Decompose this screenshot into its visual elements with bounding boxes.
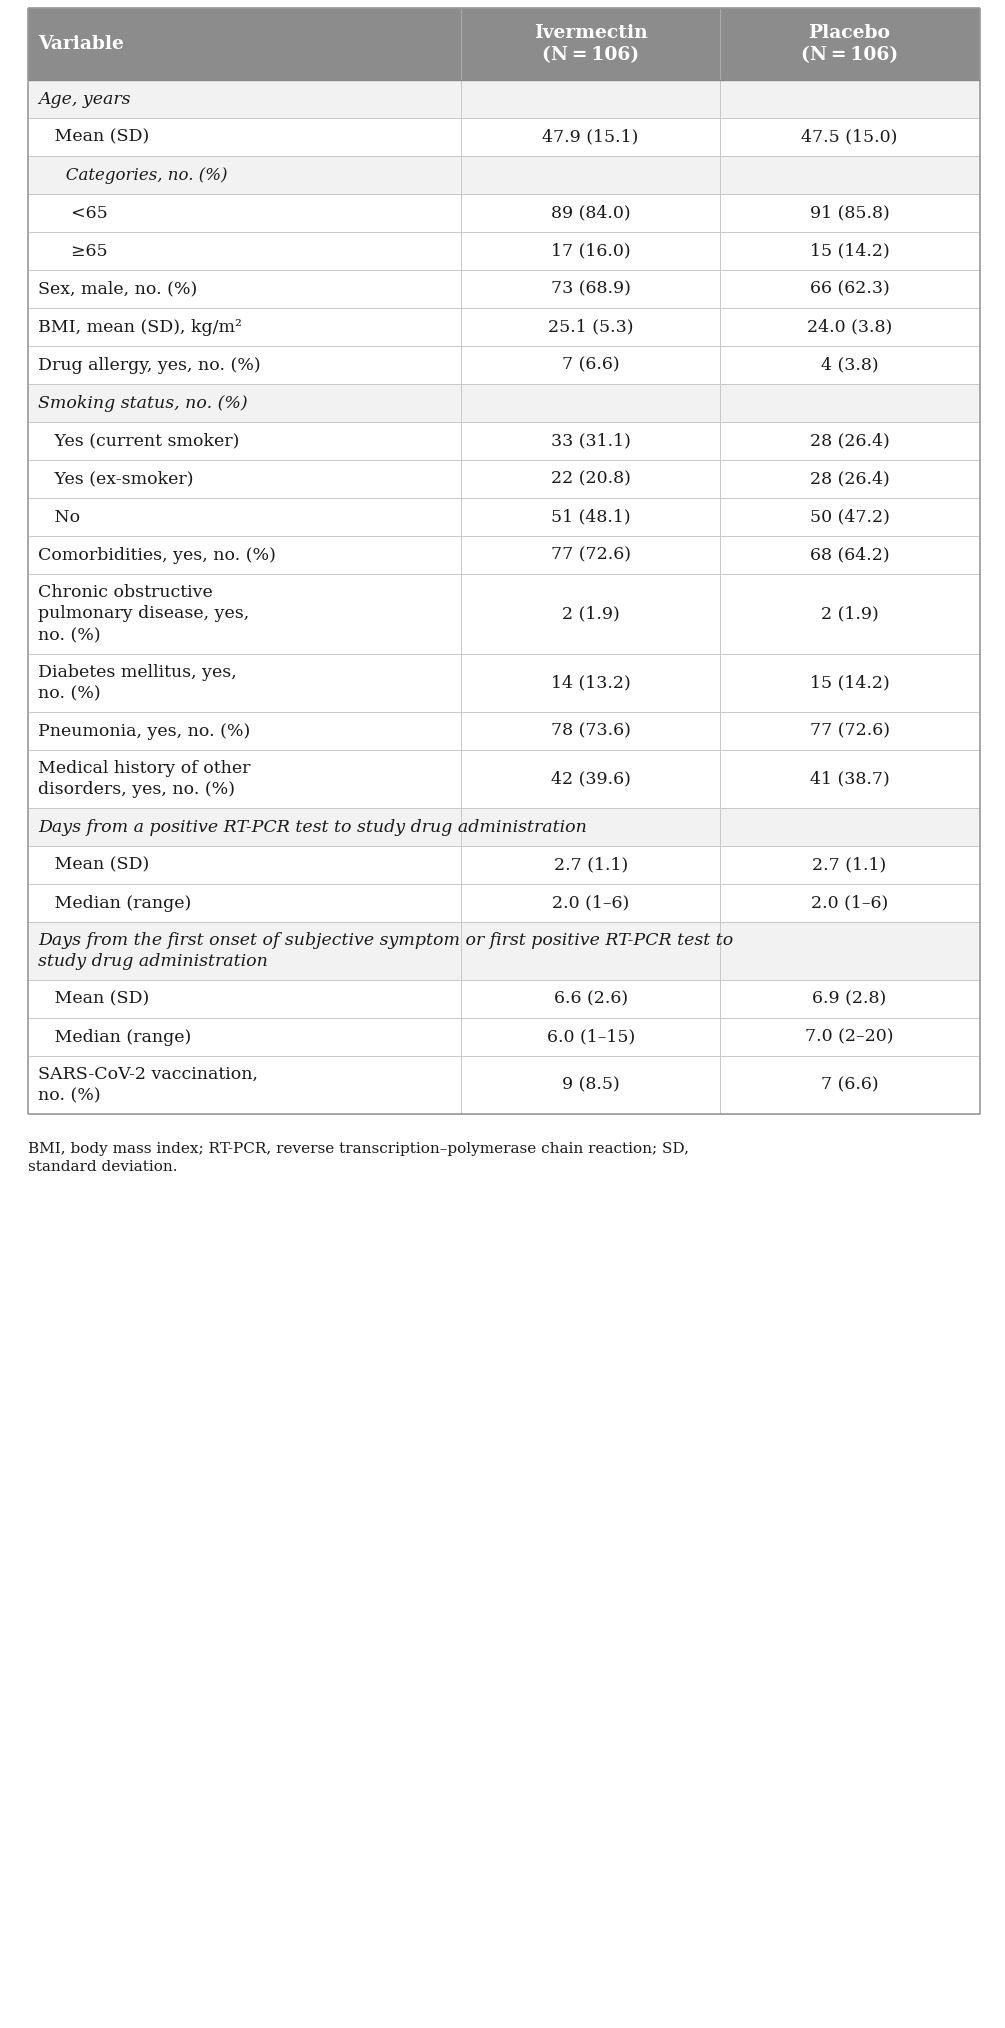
Text: ≥65: ≥65 — [38, 243, 108, 260]
Text: No: No — [38, 509, 80, 525]
Bar — [28, 231, 980, 270]
Text: Placebo
(N = 106): Placebo (N = 106) — [801, 24, 898, 65]
Text: Smoking status, no. (%): Smoking status, no. (%) — [38, 395, 247, 412]
Text: 22 (20.8): 22 (20.8) — [551, 470, 630, 487]
Text: Mean (SD): Mean (SD) — [38, 990, 150, 1008]
Text: 28 (26.4): 28 (26.4) — [810, 432, 889, 450]
Text: 4 (3.8): 4 (3.8) — [821, 357, 878, 373]
Text: 7 (6.6): 7 (6.6) — [562, 357, 619, 373]
Bar — [28, 156, 980, 195]
Bar — [28, 884, 980, 923]
Text: 25.1 (5.3): 25.1 (5.3) — [548, 318, 633, 335]
Text: <65: <65 — [38, 205, 108, 221]
Text: 2.0 (1–6): 2.0 (1–6) — [552, 894, 629, 911]
Text: 6.6 (2.6): 6.6 (2.6) — [554, 990, 628, 1008]
Text: 91 (85.8): 91 (85.8) — [810, 205, 889, 221]
Text: 77 (72.6): 77 (72.6) — [810, 722, 889, 740]
Text: BMI, mean (SD), kg/m²: BMI, mean (SD), kg/m² — [38, 318, 242, 335]
Text: 7.0 (2–20): 7.0 (2–20) — [805, 1028, 893, 1046]
Text: Yes (ex-smoker): Yes (ex-smoker) — [38, 470, 194, 487]
Text: 15 (14.2): 15 (14.2) — [810, 675, 889, 692]
Text: Medical history of other
disorders, yes, no. (%): Medical history of other disorders, yes,… — [38, 760, 250, 799]
Bar — [28, 460, 980, 499]
Text: 89 (84.0): 89 (84.0) — [551, 205, 630, 221]
Text: 7 (6.6): 7 (6.6) — [821, 1077, 878, 1093]
Text: 6.9 (2.8): 6.9 (2.8) — [812, 990, 886, 1008]
Text: Yes (current smoker): Yes (current smoker) — [38, 432, 239, 450]
Text: 33 (31.1): 33 (31.1) — [551, 432, 630, 450]
Bar — [28, 750, 980, 807]
Text: 17 (16.0): 17 (16.0) — [551, 243, 630, 260]
Bar — [28, 1057, 980, 1113]
Text: 77 (72.6): 77 (72.6) — [551, 546, 630, 564]
Text: 78 (73.6): 78 (73.6) — [551, 722, 630, 740]
Text: 68 (64.2): 68 (64.2) — [810, 546, 889, 564]
Bar — [28, 8, 980, 79]
Bar — [28, 347, 980, 383]
Text: BMI, body mass index; RT-PCR, reverse transcription–polymerase chain reaction; S: BMI, body mass index; RT-PCR, reverse tr… — [28, 1142, 689, 1174]
Bar — [28, 535, 980, 574]
Bar — [28, 923, 980, 980]
Text: 14 (13.2): 14 (13.2) — [551, 675, 630, 692]
Text: 42 (39.6): 42 (39.6) — [551, 771, 630, 787]
Text: 47.9 (15.1): 47.9 (15.1) — [543, 128, 639, 146]
Text: 24.0 (3.8): 24.0 (3.8) — [807, 318, 892, 335]
Text: Days from a positive RT-PCR test to study drug administration: Days from a positive RT-PCR test to stud… — [38, 819, 587, 836]
Text: 15 (14.2): 15 (14.2) — [810, 243, 889, 260]
Bar — [28, 499, 980, 535]
Bar — [28, 118, 980, 156]
Bar — [28, 422, 980, 460]
Bar — [28, 270, 980, 308]
Bar — [28, 308, 980, 347]
Bar — [28, 383, 980, 422]
Text: 51 (48.1): 51 (48.1) — [551, 509, 630, 525]
Text: 28 (26.4): 28 (26.4) — [810, 470, 889, 487]
Text: 2 (1.9): 2 (1.9) — [821, 606, 878, 623]
Bar — [28, 980, 980, 1018]
Text: Median (range): Median (range) — [38, 1028, 191, 1046]
Text: Ivermectin
(N = 106): Ivermectin (N = 106) — [534, 24, 647, 65]
Text: 2.0 (1–6): 2.0 (1–6) — [811, 894, 888, 911]
Text: Diabetes mellitus, yes,
no. (%): Diabetes mellitus, yes, no. (%) — [38, 663, 237, 702]
Bar — [28, 712, 980, 750]
Text: SARS-CoV-2 vaccination,
no. (%): SARS-CoV-2 vaccination, no. (%) — [38, 1067, 258, 1105]
Text: Categories, no. (%): Categories, no. (%) — [50, 166, 227, 183]
Text: 41 (38.7): 41 (38.7) — [810, 771, 889, 787]
Text: 47.5 (15.0): 47.5 (15.0) — [801, 128, 897, 146]
Text: 2.7 (1.1): 2.7 (1.1) — [812, 856, 886, 874]
Bar — [28, 807, 980, 846]
Text: 9 (8.5): 9 (8.5) — [562, 1077, 619, 1093]
Bar — [28, 1018, 980, 1057]
Text: 50 (47.2): 50 (47.2) — [810, 509, 889, 525]
Text: Pneumonia, yes, no. (%): Pneumonia, yes, no. (%) — [38, 722, 250, 740]
Text: Mean (SD): Mean (SD) — [38, 856, 150, 874]
Bar — [28, 846, 980, 884]
Text: Days from the first onset of subjective symptom or first positive RT-PCR test to: Days from the first onset of subjective … — [38, 931, 734, 969]
Text: 6.0 (1–15): 6.0 (1–15) — [547, 1028, 635, 1046]
Text: Comorbidities, yes, no. (%): Comorbidities, yes, no. (%) — [38, 546, 276, 564]
Text: 2.7 (1.1): 2.7 (1.1) — [554, 856, 628, 874]
Text: 66 (62.3): 66 (62.3) — [810, 280, 889, 298]
Text: Median (range): Median (range) — [38, 894, 191, 911]
Text: Age, years: Age, years — [38, 91, 131, 107]
Bar — [28, 653, 980, 712]
Text: Mean (SD): Mean (SD) — [38, 128, 150, 146]
Text: Chronic obstructive
pulmonary disease, yes,
no. (%): Chronic obstructive pulmonary disease, y… — [38, 584, 249, 645]
Text: 73 (68.9): 73 (68.9) — [551, 280, 630, 298]
Text: Variable: Variable — [38, 34, 124, 53]
Text: Drug allergy, yes, no. (%): Drug allergy, yes, no. (%) — [38, 357, 260, 373]
Text: 2 (1.9): 2 (1.9) — [562, 606, 619, 623]
Bar — [28, 574, 980, 653]
Bar — [28, 79, 980, 118]
Bar — [28, 195, 980, 231]
Text: Sex, male, no. (%): Sex, male, no. (%) — [38, 280, 197, 298]
